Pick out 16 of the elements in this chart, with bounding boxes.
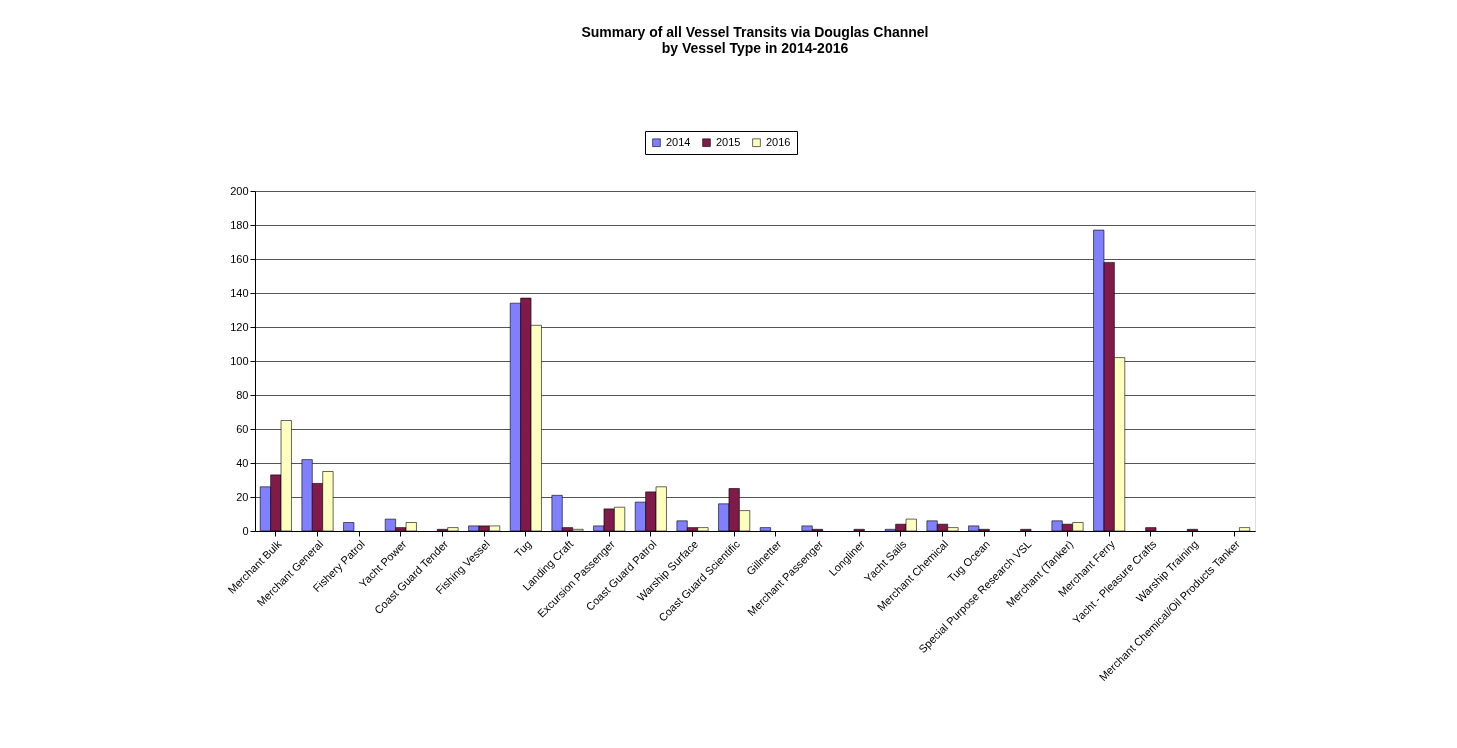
- y-tick-label: 120: [230, 320, 249, 333]
- y-tick-label: 180: [230, 218, 249, 231]
- legend-label: 2016: [766, 135, 791, 148]
- legend-label: 2014: [666, 135, 691, 148]
- y-tick-label: 60: [236, 422, 249, 435]
- chart-title: Summary of all Vessel Transits via Douglas Channel by Vessel Type in 2014-2016: [581, 23, 929, 56]
- y-tick-label: 0: [242, 524, 249, 537]
- y-tick-label: 140: [230, 286, 249, 299]
- y-tick-label: 80: [236, 388, 249, 401]
- legend-label: 2015: [716, 135, 741, 148]
- y-tick-label: 100: [230, 354, 249, 367]
- y-tick-label: 160: [230, 252, 249, 265]
- y-tick-label: 20: [236, 490, 249, 503]
- x-tick-label: Tug: [512, 537, 534, 560]
- y-tick-label: 200: [230, 184, 249, 197]
- y-tick-label: 40: [236, 456, 249, 469]
